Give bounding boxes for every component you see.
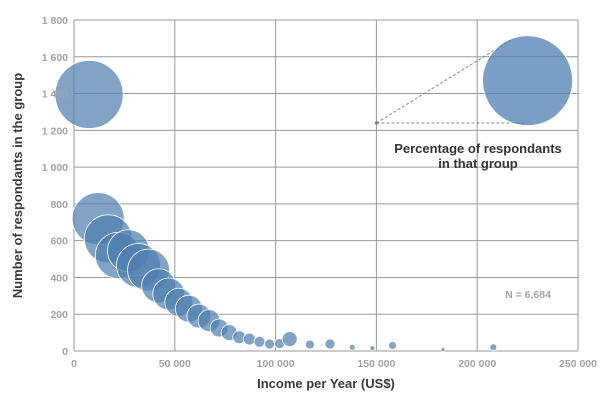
legend-connector-top [376, 37, 516, 124]
bubbles [54, 60, 498, 352]
legend-caption-line2: in that group [438, 156, 517, 171]
x-tick-label: 100 000 [257, 358, 295, 370]
x-tick-label: 50 000 [159, 358, 191, 370]
legend-caption-line1: Percentage of respondants [394, 141, 562, 156]
y-tick-label: 1 200 [42, 125, 68, 137]
x-tick-label: 150 000 [357, 358, 395, 370]
data-bubble [54, 60, 124, 129]
y-tick-label: 1 800 [42, 15, 68, 27]
data-bubble [388, 341, 397, 350]
tick-labels: 0 200 400 600 800 1 000 1 200 1 400 1 600 1 800 0 5… [42, 15, 597, 370]
x-tick-label: 250 000 [559, 358, 597, 370]
data-bubble [489, 343, 498, 352]
y-tick-label: 1 600 [42, 52, 68, 64]
data-bubble [242, 332, 256, 346]
y-tick-label: 800 [50, 199, 68, 211]
data-bubble [253, 335, 266, 348]
data-bubble [440, 347, 446, 352]
y-tick-label: 600 [50, 236, 68, 248]
data-bubble [281, 331, 298, 347]
x-axis-title: Income per Year (US$) [257, 376, 395, 391]
x-tick-label: 0 [71, 358, 77, 370]
legend-big-bubble [482, 35, 573, 127]
data-bubble [304, 339, 315, 350]
data-bubble [348, 343, 356, 351]
y-tick-label: 200 [50, 309, 68, 321]
data-bubble [324, 338, 336, 350]
y-axis-title: Number of respondants in the group [10, 73, 25, 298]
data-bubble [264, 338, 275, 350]
x-tick-label: 200 000 [458, 358, 496, 370]
y-tick-label: 0 [62, 346, 68, 358]
data-bubble [369, 345, 376, 352]
legend-small-bubble [374, 121, 378, 125]
y-tick-label: 400 [50, 272, 68, 284]
sample-size-note: N = 6,684 [505, 289, 551, 301]
y-tick-label: 1 000 [42, 162, 68, 174]
y-tick-label: 1 400 [42, 89, 68, 101]
